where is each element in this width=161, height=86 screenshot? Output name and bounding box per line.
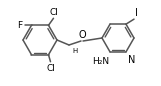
Text: H: H	[72, 48, 77, 54]
Text: N: N	[128, 55, 135, 65]
Text: O: O	[78, 29, 86, 39]
Text: I: I	[135, 8, 138, 18]
Text: Cl: Cl	[49, 8, 58, 17]
Text: H₂N: H₂N	[92, 57, 109, 66]
Text: Cl: Cl	[46, 64, 55, 73]
Text: F: F	[17, 21, 23, 30]
